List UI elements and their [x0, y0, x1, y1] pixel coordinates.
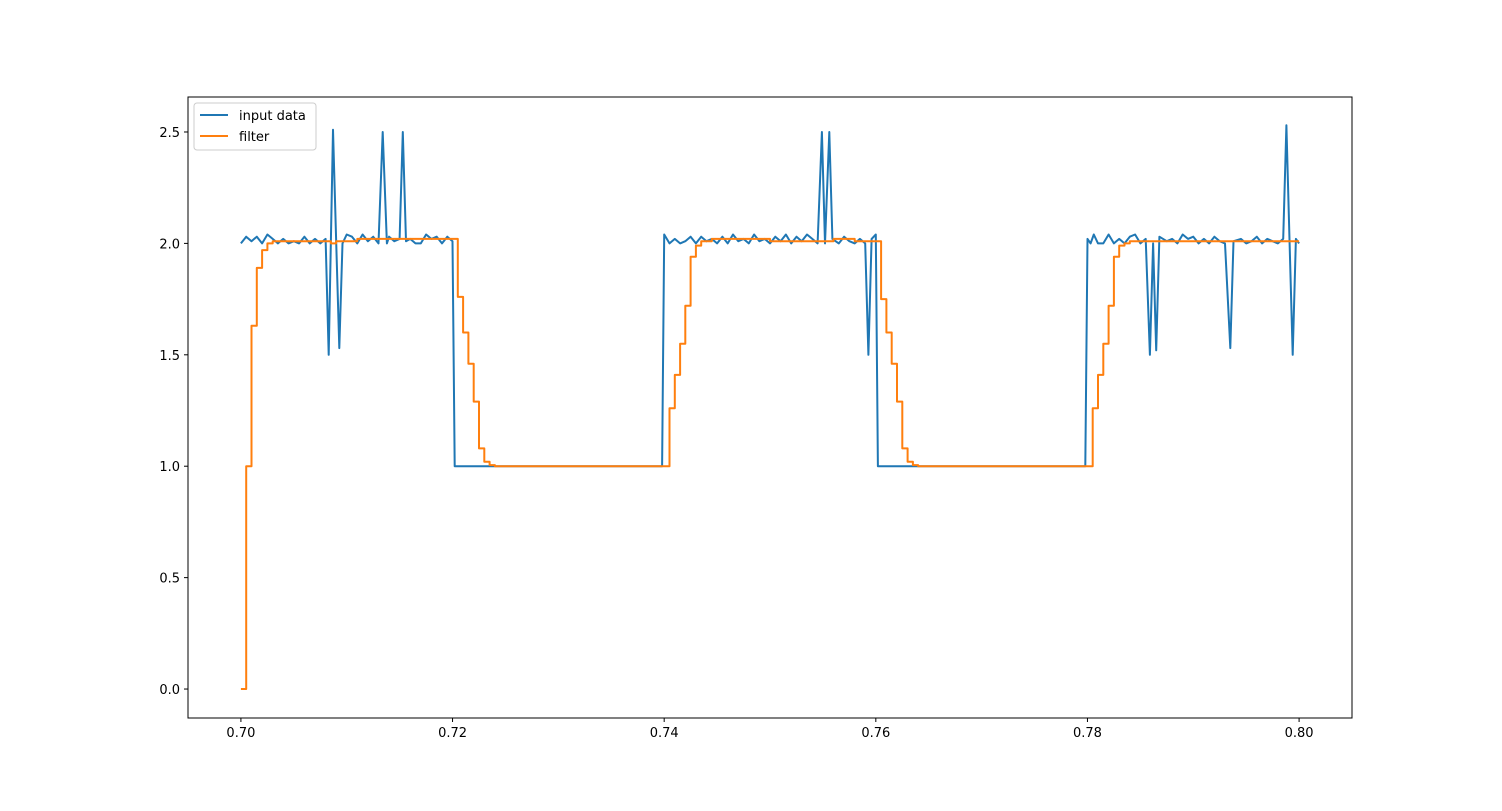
legend-label-input-data: input data [239, 109, 306, 124]
x-tick-label: 0.80 [1285, 726, 1314, 741]
series-line-filter [240, 237, 1300, 690]
y-tick-label: 1.5 [159, 349, 180, 364]
y-tick-label: 0.5 [159, 572, 180, 587]
axes-frame [187, 96, 1353, 719]
x-tick-label: 0.72 [438, 726, 467, 741]
series-line-input-data [240, 124, 1300, 468]
y-tick-label: 2.0 [159, 237, 180, 252]
x-tick-label: 0.74 [650, 726, 679, 741]
legend-label-filter: filter [239, 130, 270, 145]
y-axis: 0.0 0.5 1.0 1.5 2.0 2.5 [159, 126, 188, 698]
x-axis: 0.70 0.72 0.74 0.76 0.78 0.80 [226, 718, 1314, 741]
y-tick-label: 1.0 [159, 460, 180, 475]
y-tick-label: 2.5 [159, 126, 180, 141]
legend: input data filter [193, 102, 317, 151]
x-tick-label: 0.76 [861, 726, 890, 741]
x-tick-label: 0.78 [1073, 726, 1102, 741]
series-layer [240, 124, 1300, 690]
y-tick-label: 0.0 [159, 683, 180, 698]
x-tick-label: 0.70 [226, 726, 255, 741]
